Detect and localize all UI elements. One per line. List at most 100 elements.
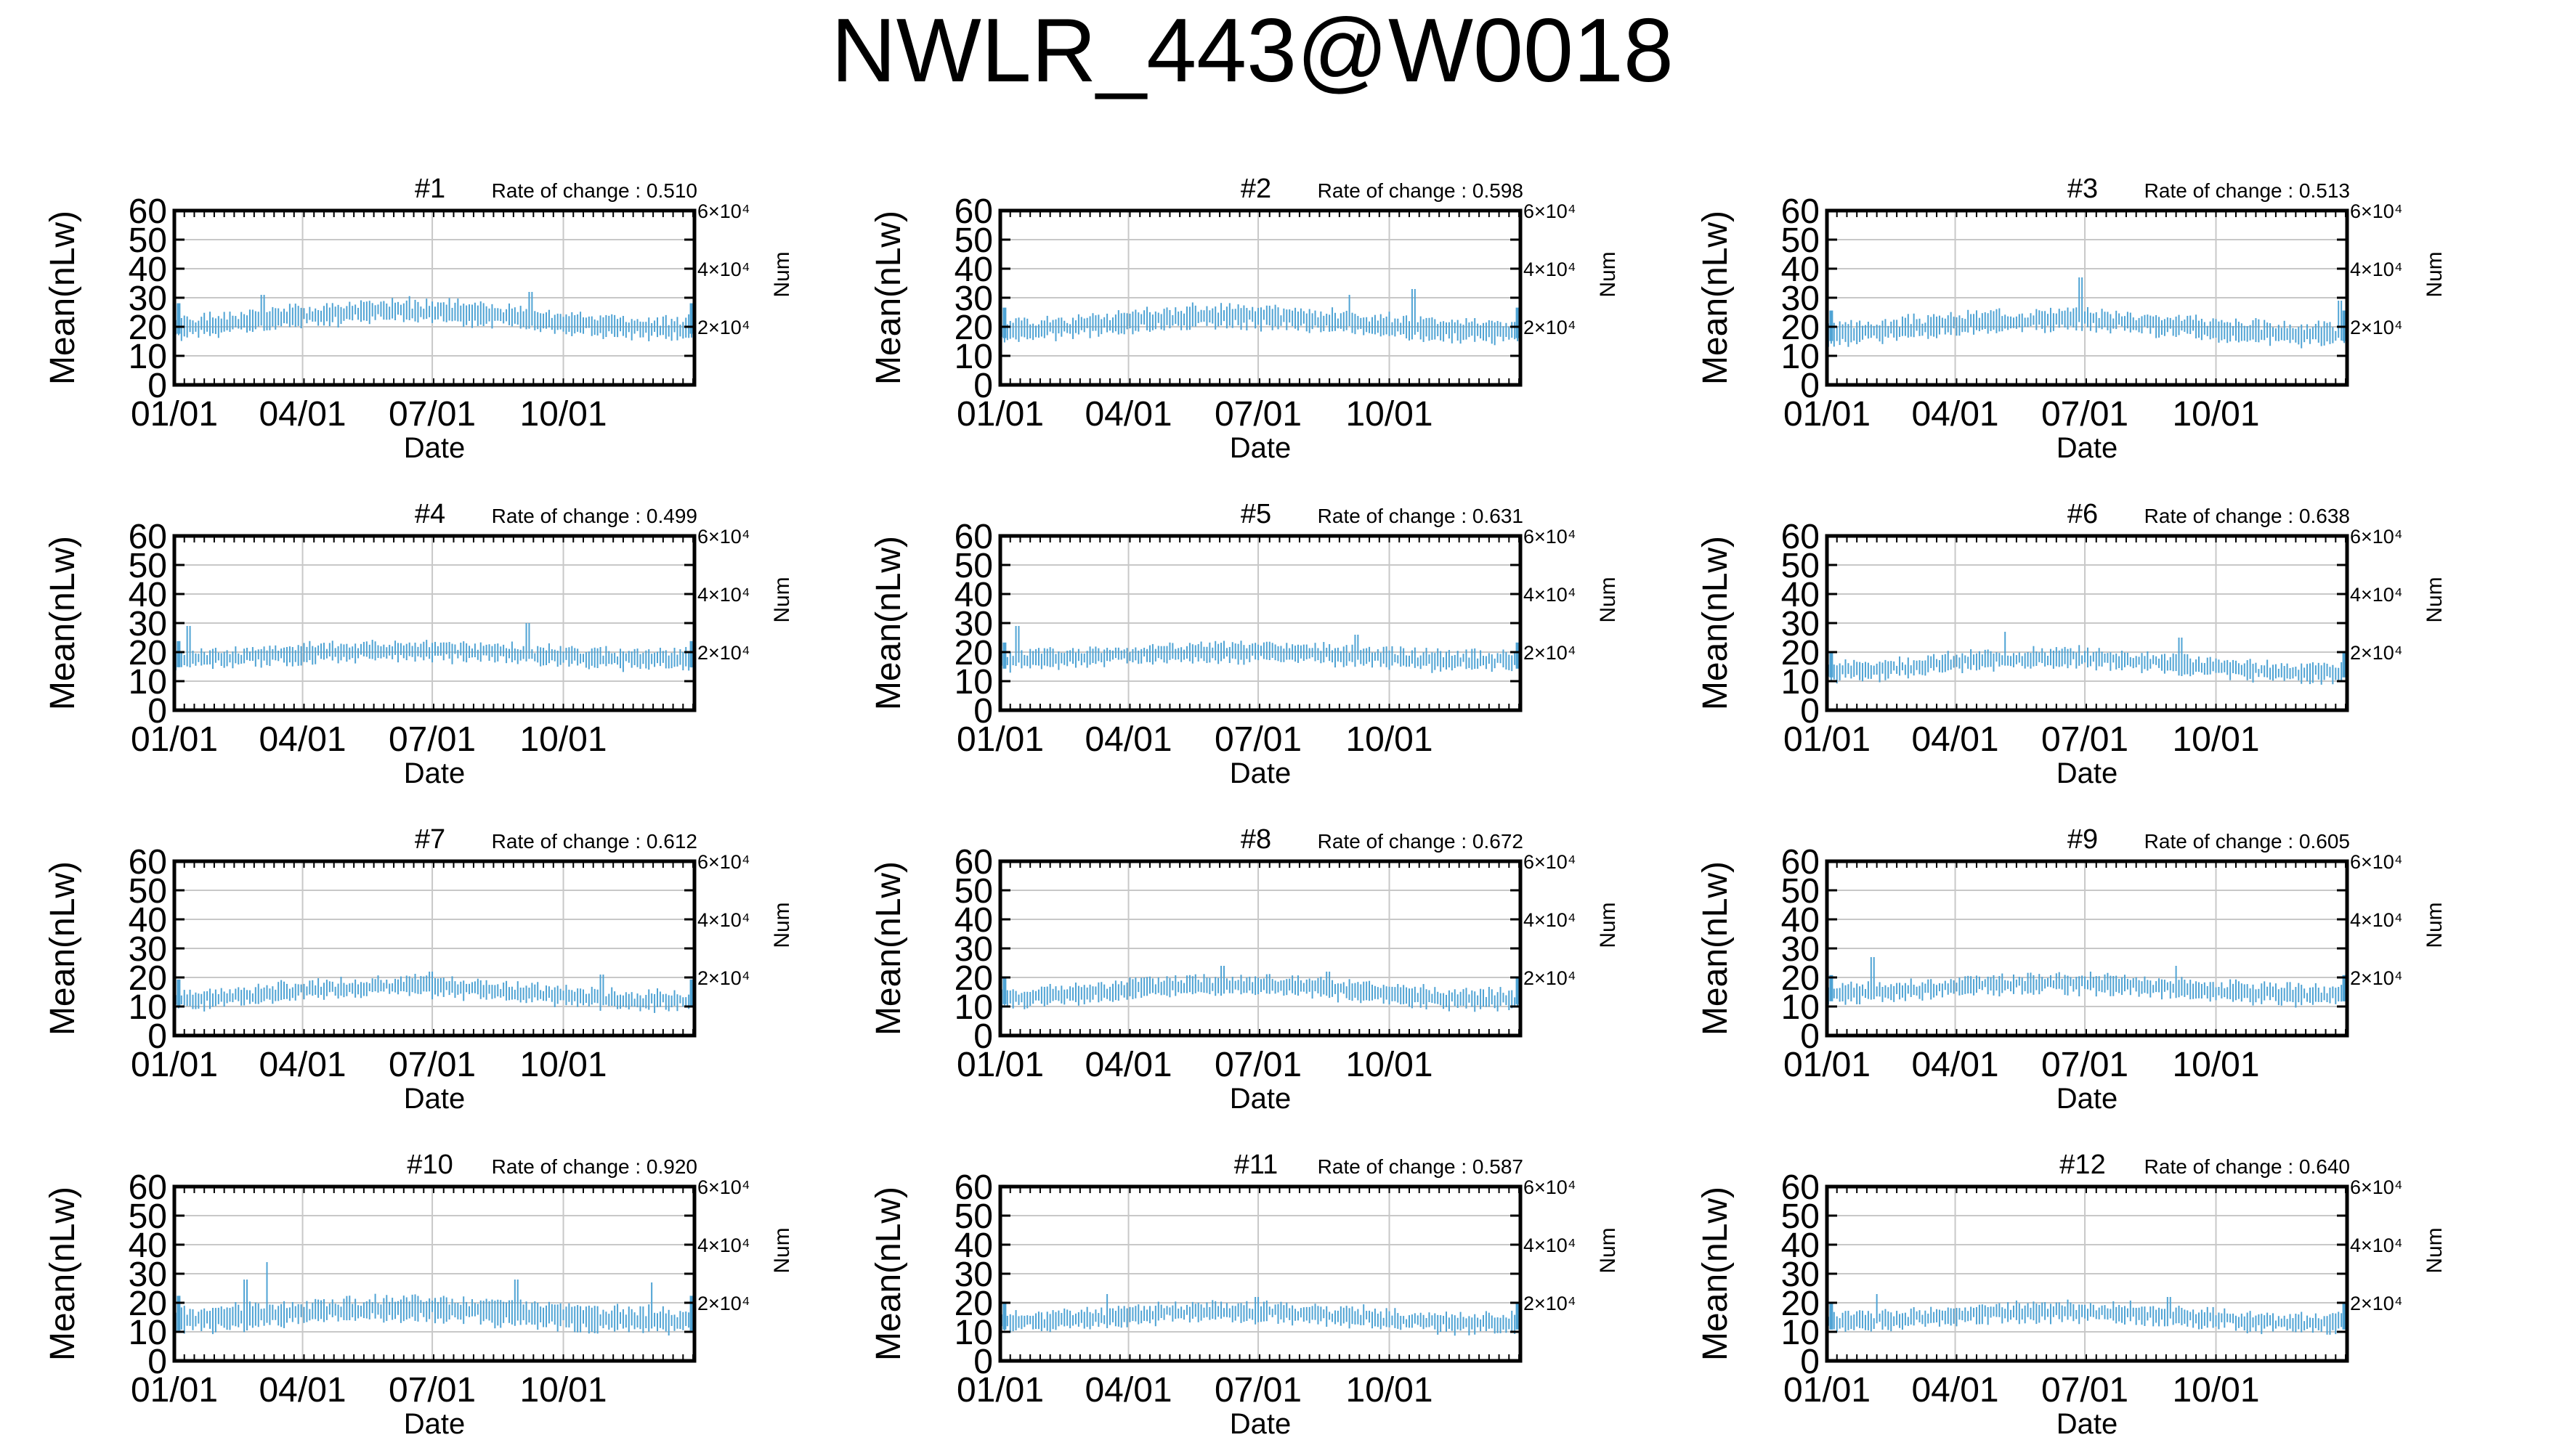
y-tick-label: 40 [955,1227,993,1265]
y2-axis-label: Num [2423,251,2447,297]
y-tick-label: 0 [147,1017,167,1056]
x-tick-label: 04/01 [1911,720,1998,759]
data-series [1827,1294,2346,1335]
y-tick-label: 60 [955,843,993,882]
y-tick-label: 20 [955,634,993,672]
y-tick-label: 50 [1781,547,1820,585]
x-tick-label: 04/01 [259,720,346,759]
y-tick-label: 20 [129,959,167,998]
x-tick-label: 01/01 [957,1046,1044,1084]
x-axis-label: Date [404,432,466,464]
y2-axis-label: Num [1596,1227,1620,1273]
x-tick-label: 04/01 [259,395,346,434]
y-tick-label: 10 [955,1314,993,1352]
data-series [1000,626,1520,673]
y2-tick-label: 4×10⁴ [1523,1235,1576,1256]
y-tick-label: 10 [955,338,993,376]
x-tick-label: 04/01 [1911,395,1998,434]
panel-title: #8 [1241,824,1271,855]
y2-tick-label: 4×10⁴ [697,259,750,280]
y-tick-label: 60 [129,843,167,882]
y-tick-label: 0 [147,367,167,405]
x-axis-label: Date [404,1408,466,1440]
panel-title: #1 [415,174,445,204]
y2-axis-label: Num [2423,577,2447,622]
x-tick-label: 10/01 [519,1371,607,1410]
x-axis-label: Date [1230,1083,1292,1115]
x-axis-label: Date [1230,1408,1292,1440]
x-axis-label: Date [2056,1408,2118,1440]
x-tick-label: 01/01 [957,395,1044,434]
panel-title: #6 [2067,499,2098,529]
x-axis-label: Date [2056,432,2118,464]
y-tick-label: 0 [973,367,993,405]
x-tick-label: 01/01 [131,1046,218,1084]
y-tick-label: 50 [955,1197,993,1236]
x-tick-label: 07/01 [1215,720,1302,759]
x-tick-label: 01/01 [131,395,218,434]
y-tick-label: 10 [1781,663,1820,701]
x-tick-label: 10/01 [2172,1371,2259,1410]
rate-of-change-label: Rate of change : 0.920 [492,1155,697,1178]
y-tick-label: 50 [955,872,993,911]
data-series [174,1262,694,1336]
rate-of-change-label: Rate of change : 0.631 [1318,505,1523,527]
y-tick-label: 30 [1781,930,1820,969]
y2-tick-label: 6×10⁴ [697,851,750,873]
y-tick-label: 60 [1781,192,1820,231]
y2-tick-label: 4×10⁴ [1523,584,1576,606]
x-tick-label: 01/01 [131,720,218,759]
y-tick-label: 10 [129,988,167,1027]
y-tick-label: 60 [129,518,167,556]
x-tick-label: 10/01 [2172,720,2259,759]
panel-title: #4 [415,499,445,529]
y-axis-label: Mean(nLw) [1696,211,1735,385]
panel-title: #10 [407,1150,453,1180]
y2-tick-label: 6×10⁴ [2350,200,2402,222]
y-tick-label: 50 [129,547,167,585]
x-tick-label: 01/01 [957,1371,1044,1410]
x-tick-label: 01/01 [1783,720,1871,759]
y2-tick-label: 2×10⁴ [2350,317,2402,338]
rate-of-change-label: Rate of change : 0.510 [492,179,697,202]
y-axis-label: Mean(nLw) [44,211,82,385]
x-tick-label: 10/01 [2172,1046,2259,1084]
y2-axis-label: Num [1596,251,1620,297]
y2-tick-label: 6×10⁴ [1523,200,1576,222]
x-tick-label: 07/01 [1215,1371,1302,1410]
rate-of-change-label: Rate of change : 0.640 [2144,1155,2350,1178]
x-tick-label: 07/01 [389,395,476,434]
x-tick-label: 10/01 [2172,395,2259,434]
y-tick-label: 30 [955,605,993,643]
x-tick-label: 04/01 [259,1371,346,1410]
y2-tick-label: 6×10⁴ [2350,526,2402,548]
y-tick-label: 40 [1781,251,1820,289]
x-tick-label: 04/01 [1085,1046,1172,1084]
y2-axis-label: Num [770,902,794,948]
y-tick-label: 50 [955,221,993,260]
y-tick-label: 50 [1781,221,1820,260]
y-tick-label: 60 [955,518,993,556]
y2-axis-label: Num [770,577,794,622]
rate-of-change-label: Rate of change : 0.499 [492,505,697,527]
x-tick-label: 07/01 [2041,1371,2128,1410]
y2-axis-label: Num [770,1227,794,1273]
y-tick-label: 50 [1781,1197,1820,1236]
y-tick-label: 50 [1781,872,1820,911]
panel-title: #11 [1234,1150,1278,1180]
x-axis-label: Date [404,1083,466,1115]
y2-tick-label: 4×10⁴ [697,909,750,931]
y2-tick-label: 2×10⁴ [2350,967,2402,989]
y-tick-label: 20 [955,1285,993,1323]
y-tick-label: 60 [955,1168,993,1207]
panel-title: #7 [415,824,445,855]
y-tick-label: 30 [1781,280,1820,318]
y-tick-label: 40 [1781,1227,1820,1265]
y-tick-label: 40 [955,901,993,940]
